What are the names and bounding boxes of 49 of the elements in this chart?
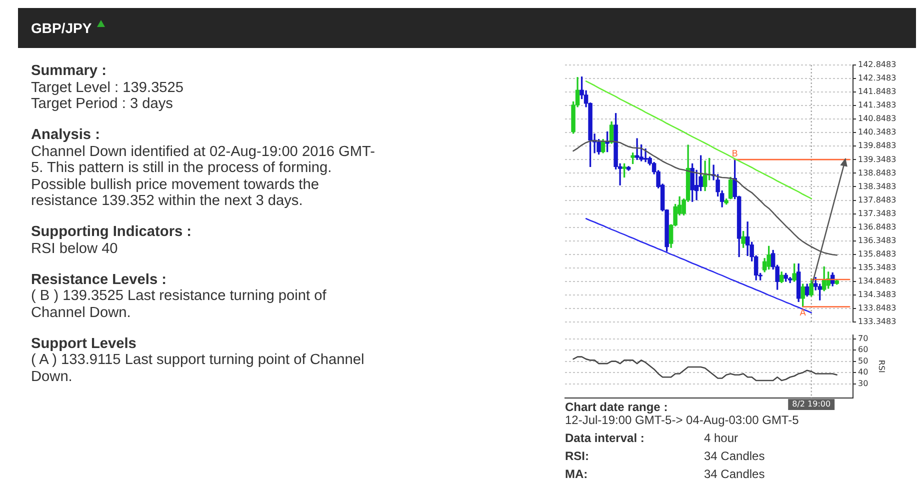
text: Target Period : 3 days [31,96,174,112]
y-tick-label: 138.8483 [858,168,896,178]
text: Summary : [31,63,108,80]
y-tick-label: 136.8483 [858,222,896,232]
y-tick-label: 30 [858,378,868,388]
y-tick-label: 60 [858,345,868,354]
text: GBP/JPY [31,20,92,36]
text: Data interval : [565,431,646,445]
text: RSI: [565,449,590,463]
text: 34 Candles [704,449,765,463]
text: Support Levels [31,336,138,352]
y-tick-label: 135.3483 [858,262,896,272]
y-tick-label: 140.3483 [858,128,896,137]
y-tick-label: 141.3483 [858,100,896,110]
text: ( A ) 133.9115 Last support turning point of Channel Down. [31,352,366,385]
y-tick-label: 70 [858,334,868,343]
series-label: A [800,308,807,319]
text: MA: [565,467,589,481]
text: ( B ) 139.3525 Last resistance turning point of Channel Down. [31,288,328,321]
text: Analysis : [31,127,101,144]
y-tick-label: 137.8483 [858,195,896,204]
y-tick-label: 134.3483 [858,290,896,300]
text: Supporting Indicators : [31,224,193,240]
y-tick-label: 133.3483 [858,317,896,326]
y-tick-label: 133.8483 [858,304,896,313]
text: 12-Jul-19:00 GMT-5-> 04-Aug-03:00 GMT-5 [565,413,800,427]
y-tick-label: 142.3483 [858,74,896,83]
y-axis-title: RSI [877,360,886,373]
y-tick-label: 137.3483 [858,208,896,218]
text: Resistance Levels : [31,272,168,288]
y-tick-label: 142.8483 [858,60,896,70]
text: Channel Down identified at 02-Aug-19:00 2016 GMT-5. This pattern is still in the process of forming. Possible bullish price movement towards the resistance 139.352 within the next 3 days. [31,144,376,210]
text: Target Level : 139.3525 [31,80,185,96]
y-tick-label: 40 [858,368,868,377]
text: 4 hour [704,431,738,445]
text: Chart date range : [565,400,668,414]
x-tick-label: 8/2 19:00 [792,400,831,409]
y-tick-label: 135.8483 [858,249,896,258]
y-tick-label: 134.8483 [858,276,896,286]
y-tick-label: 141.8483 [858,87,896,96]
y-tick-label: 50 [858,356,868,366]
y-tick-label: 139.8483 [858,141,896,150]
y-tick-label: 136.3483 [858,236,896,245]
text: RSI below 40 [31,240,119,257]
text: 34 Candles [704,467,765,481]
y-tick-label: 139.3483 [858,154,896,164]
series-label: B [732,149,738,160]
y-tick-label: 140.8483 [858,114,896,124]
y-tick-label: 138.3483 [858,182,896,191]
